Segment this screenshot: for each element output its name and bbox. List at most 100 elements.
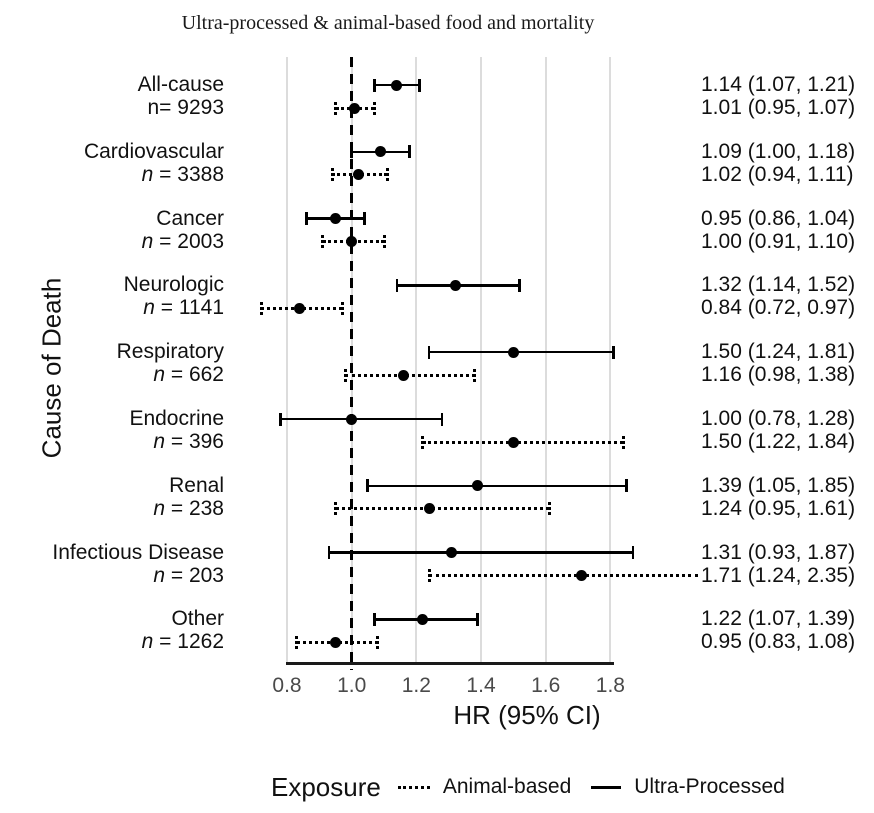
ci-cap-low	[366, 479, 370, 493]
ci-cap-low	[305, 212, 308, 226]
cause-name: Endocrine	[129, 407, 224, 430]
ci-cap-low	[259, 301, 263, 315]
ci-cap-low	[372, 612, 376, 626]
ci-cap-low	[327, 546, 331, 560]
hr-text-animal-based: 1.71 (1.24, 2.35)	[701, 563, 856, 587]
cause-name: Respiratory	[116, 340, 224, 364]
ci-line	[280, 417, 443, 421]
hr-ci-text: 1.22 (1.07, 1.39) 0.95 (0.83, 1.08)	[701, 607, 855, 653]
point-estimate-dot	[507, 346, 519, 358]
cause-name: Neurologic	[123, 273, 224, 297]
ci-cap-high	[621, 435, 625, 449]
ci-cap-high	[440, 412, 444, 426]
x-gridline	[480, 57, 483, 663]
hr-text-ultra-processed: 1.09 (1.00, 1.18)	[701, 139, 856, 163]
ci-cap-high	[631, 546, 635, 560]
point-estimate-dot	[575, 570, 587, 582]
cause-label: All-cause n= 9293	[138, 73, 224, 119]
x-gridline	[609, 57, 612, 663]
x-tick-label: 1.4	[466, 674, 496, 697]
x-tick-label: 1.0	[337, 674, 367, 697]
n-label: n = 2003	[141, 229, 224, 253]
x-tick-label: 1.6	[531, 674, 561, 697]
point-estimate-dot	[507, 436, 519, 448]
hr-text-ultra-processed: 1.00 (0.78, 1.28)	[701, 407, 856, 430]
ci-cap-high	[518, 278, 522, 292]
ci-cap-high	[385, 168, 389, 182]
ci-cap-high	[418, 78, 421, 92]
hr-ci-text: 1.14 (1.07, 1.21) 1.01 (0.95, 1.07)	[701, 73, 855, 119]
x-tick-label: 1.2	[401, 674, 431, 697]
cause-label: Cardiovascular n = 3388	[84, 140, 224, 186]
hr-ci-text: 1.50 (1.24, 1.81) 1.16 (0.98, 1.38)	[701, 340, 855, 386]
ci-cap-low	[421, 435, 425, 449]
cause-name: Infectious Disease	[52, 540, 224, 564]
x-gridline	[286, 57, 288, 663]
ci-cap-high	[363, 212, 366, 226]
legend-item-animal-based: Animal-based	[442, 775, 572, 798]
cause-label: Infectious Disease n = 203	[52, 541, 224, 587]
chart-title: Ultra-processed & animal-based food and …	[181, 12, 595, 34]
hr-text-animal-based: 1.24 (0.95, 1.61)	[701, 496, 856, 520]
n-label: n= 9293	[147, 96, 225, 119]
point-estimate-dot	[352, 169, 364, 181]
solid-line-key-icon	[591, 785, 622, 789]
point-estimate-dot	[346, 413, 358, 425]
hr-text-animal-based: 0.84 (0.72, 0.97)	[701, 296, 856, 320]
point-estimate-dot	[346, 236, 358, 248]
ci-cap-low	[334, 101, 338, 115]
ci-cap-low	[295, 635, 299, 649]
ci-cap-low	[321, 235, 325, 249]
x-gridline	[415, 57, 418, 663]
ci-cap-low	[334, 502, 338, 516]
n-label: n = 1141	[143, 296, 224, 320]
ci-cap-high	[625, 479, 628, 493]
ci-line	[429, 350, 614, 354]
point-estimate-dot	[294, 302, 306, 314]
hr-ci-text: 0.95 (0.86, 1.04) 1.00 (0.91, 1.10)	[701, 207, 855, 253]
n-label: n = 662	[153, 363, 224, 387]
cause-label: Neurologic n = 1141	[124, 273, 224, 319]
point-estimate-dot	[397, 369, 409, 381]
hr-text-ultra-processed: 1.50 (1.24, 1.81)	[701, 340, 856, 364]
cause-name: Renal	[169, 473, 224, 497]
point-estimate-dot	[417, 613, 429, 625]
ci-cap-low	[343, 368, 347, 382]
reference-line	[350, 57, 353, 670]
hr-text-ultra-processed: 1.32 (1.14, 1.52)	[701, 273, 856, 297]
point-estimate-dot	[423, 503, 435, 515]
ci-cap-high	[408, 145, 412, 159]
n-label: n = 3388	[141, 162, 224, 186]
ci-line	[429, 574, 698, 578]
ci-cap-high	[372, 101, 376, 115]
ci-cap-high	[376, 635, 380, 649]
ci-cap-low	[427, 345, 431, 359]
ci-line	[335, 507, 549, 511]
cause-label: Renal n = 238	[153, 474, 224, 520]
x-axis-line	[286, 662, 614, 665]
hr-text-animal-based: 1.01 (0.95, 1.07)	[701, 96, 856, 119]
hr-text-animal-based: 0.95 (0.83, 1.08)	[701, 630, 856, 654]
cause-name: Cardiovascular	[83, 139, 224, 163]
hr-ci-text: 1.39 (1.05, 1.85) 1.24 (0.95, 1.61)	[701, 474, 855, 520]
point-estimate-dot	[375, 146, 387, 158]
point-estimate-dot	[349, 102, 361, 114]
ci-cap-high	[382, 235, 386, 249]
ci-cap-low	[330, 168, 334, 182]
point-estimate-dot	[472, 480, 484, 492]
hr-text-animal-based: 1.16 (0.98, 1.38)	[701, 363, 856, 387]
n-label: n = 396	[153, 430, 224, 453]
point-estimate-dot	[449, 279, 461, 291]
cause-name: All-cause	[137, 73, 224, 96]
hr-ci-text: 1.09 (1.00, 1.18) 1.02 (0.94, 1.11)	[701, 140, 855, 186]
ci-line	[367, 484, 627, 488]
cause-label: Endocrine n = 396	[129, 407, 224, 453]
ci-line	[329, 551, 634, 554]
ci-cap-high	[547, 502, 551, 516]
ci-cap-high	[612, 345, 615, 359]
x-tick-label: 1.8	[595, 674, 625, 697]
ci-line	[422, 440, 624, 444]
hr-text-animal-based: 1.00 (0.91, 1.10)	[701, 229, 856, 253]
cause-name: Cancer	[156, 206, 224, 230]
